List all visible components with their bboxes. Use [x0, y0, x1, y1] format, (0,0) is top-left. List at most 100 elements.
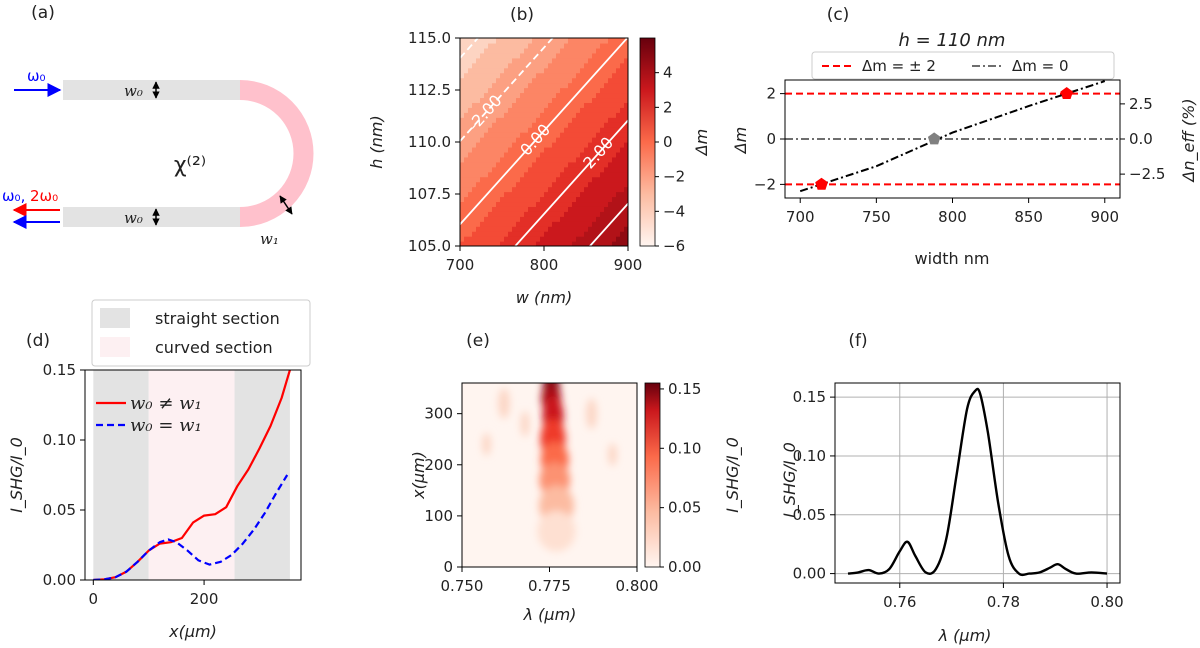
heatmap-cell	[612, 102, 617, 108]
y-ticks-f: 0.00 0.05 0.10 0.15	[793, 388, 835, 583]
heatmap-cell	[600, 122, 605, 128]
heatmap-cell	[528, 92, 533, 99]
heatmap-cell	[556, 236, 561, 242]
heatmap-cell	[536, 82, 541, 89]
heatmap-cell	[584, 82, 589, 89]
heatmap-cell	[476, 176, 481, 183]
heatmap-cell	[468, 156, 473, 163]
heatmap-cell	[476, 137, 481, 143]
heatmap-cell	[500, 122, 505, 128]
heatmap-cell	[472, 42, 477, 49]
heatmap-cell	[480, 142, 485, 148]
tick-label: 0.05	[793, 506, 826, 524]
heatmap-cell	[576, 132, 581, 138]
heatmap-cell	[524, 38, 529, 44]
heatmap-cell	[552, 102, 557, 108]
y-axis-label-f: I_SHG/I_0	[780, 442, 800, 518]
heatmap-cell	[516, 77, 521, 84]
heatmap-cell	[500, 241, 505, 246]
heatmap-cell	[600, 132, 605, 138]
heatmap-cell	[520, 42, 525, 49]
heatmap-cell	[536, 38, 541, 44]
heatmap-cell	[480, 57, 485, 64]
heatmap-cell	[536, 166, 541, 173]
heatmap-cell	[464, 82, 469, 89]
heatmap-cell	[500, 82, 505, 89]
heatmap-cell	[480, 62, 485, 69]
heatmap-cell	[488, 137, 493, 143]
heatmap-cell	[576, 47, 581, 54]
heatmap-cell	[616, 146, 621, 153]
heatmap-cell	[556, 38, 561, 44]
heatmap-cell	[604, 186, 609, 193]
heatmap-cell	[508, 151, 513, 158]
heatmap-cell	[504, 42, 509, 49]
heatmap-cell	[536, 142, 541, 148]
heatmap-cell	[460, 236, 465, 242]
heatmap-cell	[496, 181, 501, 188]
heatmap-cell	[588, 146, 593, 153]
heatmap-cell	[516, 52, 521, 59]
heatmap-cell	[620, 171, 625, 178]
heatmap-cell	[576, 201, 581, 207]
heatmap-cell	[588, 166, 593, 173]
heatmap-cell	[504, 127, 509, 133]
heatmap-cell	[560, 161, 565, 168]
heatmap-cell	[588, 151, 593, 158]
heatmap-cell	[556, 82, 561, 89]
heatmap-cell	[528, 87, 533, 94]
heatmap-cell	[624, 171, 628, 178]
heatmap-cell	[460, 87, 465, 94]
heatmap-cell	[496, 72, 501, 79]
legend-label-straight: straight section	[155, 309, 280, 328]
heatmap-cell	[468, 166, 473, 173]
heatmap-cell	[576, 67, 581, 74]
heatmap-cell	[584, 42, 589, 49]
heatmap-cell	[540, 127, 545, 133]
heatmap-cell	[520, 191, 525, 198]
heatmap-cell	[544, 151, 549, 158]
heatmap-cell	[624, 142, 628, 148]
heatmap-cell	[608, 107, 613, 113]
heatmap-cell	[512, 92, 517, 99]
heatmap-cell	[560, 127, 565, 133]
heatmap-cell	[596, 226, 601, 232]
heatmap-cell	[552, 151, 557, 158]
heatmap-cell	[612, 62, 617, 69]
heatmap-cell	[552, 97, 557, 103]
heatmap-cell	[612, 77, 617, 84]
heatmap-cell	[496, 231, 501, 237]
heatmap-cell	[460, 142, 465, 148]
heatmap-cell	[496, 156, 501, 163]
heatmap-cell	[544, 72, 549, 79]
heatmap-cell	[508, 97, 513, 103]
heatmap-e	[462, 383, 637, 567]
heatmap-cell	[460, 42, 465, 49]
heatmap-cell	[616, 62, 621, 69]
heatmap-cell	[604, 206, 609, 212]
heatmap-cell	[608, 122, 613, 128]
heatmap-cell	[600, 166, 605, 173]
heatmap-cell	[508, 181, 513, 188]
heatmap-cell	[620, 221, 625, 227]
heatmap-cell	[520, 166, 525, 173]
heatmap-cell	[548, 221, 553, 227]
heatmap-cell	[512, 62, 517, 69]
heatmap-cell	[604, 137, 609, 143]
heatmap-cell	[612, 226, 617, 232]
tick-label: 110.0	[408, 133, 451, 151]
heatmap-cell	[608, 171, 613, 178]
heatmap-cell	[616, 107, 621, 113]
heatmap-cell	[564, 52, 569, 59]
heatmap-cell	[620, 132, 625, 138]
heatmap-cell	[588, 181, 593, 188]
heatmap-cell	[500, 38, 505, 44]
heatmap-cell	[484, 161, 489, 168]
heatmap-cell	[544, 216, 549, 222]
heatmap-cell	[592, 181, 597, 188]
x-axis-label-d: x(μm)	[168, 622, 217, 641]
heatmap-cell	[472, 241, 477, 246]
heatmap-cell	[604, 82, 609, 89]
y-axis-label-c: Δm	[731, 127, 750, 156]
heatmap-cell	[548, 236, 553, 242]
